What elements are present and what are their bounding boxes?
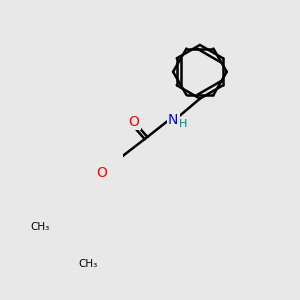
Text: N: N [168, 113, 178, 127]
Text: O: O [128, 115, 140, 129]
Text: O: O [96, 167, 107, 180]
Text: CH₃: CH₃ [31, 222, 50, 232]
Text: CH₃: CH₃ [78, 259, 98, 269]
Text: H: H [179, 118, 188, 129]
